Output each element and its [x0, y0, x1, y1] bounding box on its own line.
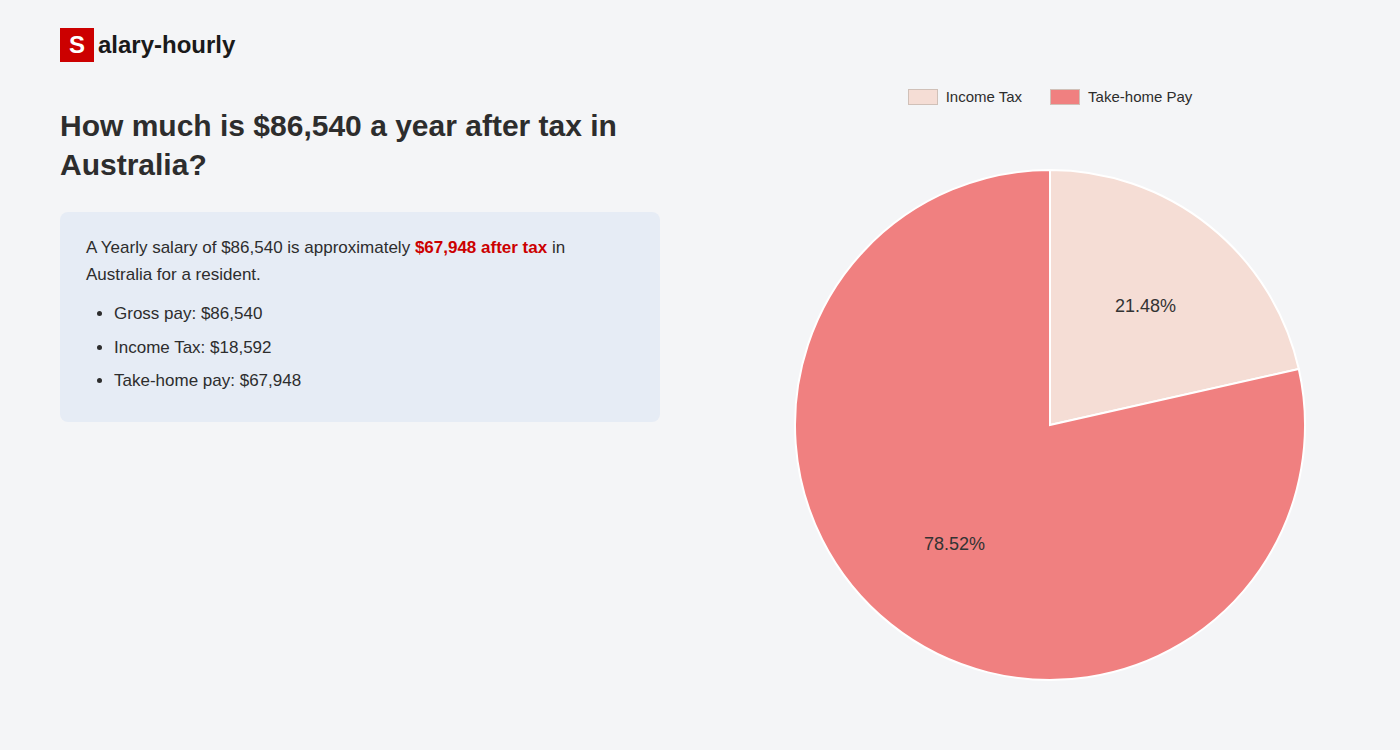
bullet: Income Tax: $18,592: [114, 334, 634, 361]
legend-label: Take-home Pay: [1088, 88, 1192, 105]
title: How much is $86,540 a year after tax in …: [60, 106, 660, 184]
legend-swatch: [908, 89, 938, 105]
legend-item: Take-home Pay: [1050, 88, 1192, 105]
slices: [795, 170, 1305, 680]
pie-chart: 21.48% 78.52%: [700, 0, 1400, 750]
bullet-list: Gross pay: $86,540 Income Tax: $18,592 Tak…: [86, 300, 634, 394]
logo-box: S: [60, 28, 94, 62]
bullet: Gross pay: $86,540: [114, 300, 634, 327]
data-label: 21.48%: [1115, 296, 1176, 316]
info-text-part: Australia for a resident.: [86, 265, 261, 284]
data-label: 78.52%: [924, 534, 985, 554]
info-box: A Yearly salary of $86,540 is approximat…: [60, 212, 660, 422]
info-text: A Yearly salary of $86,540 is approximat…: [86, 234, 634, 288]
logo-text: alary-hourly: [98, 31, 235, 59]
info-text-part: A Yearly salary of $86,540 is approximat…: [86, 238, 415, 257]
text-panel: Salary-hourly How much is $86,540 a year …: [60, 28, 660, 422]
legend-swatch: [1050, 89, 1080, 105]
legend-label: Income Tax: [946, 88, 1022, 105]
legend-item: Income Tax: [908, 88, 1022, 105]
legend: Income Tax Take-home Pay: [700, 88, 1400, 105]
info-text-part: in: [547, 238, 565, 257]
info-highlight: $67,948 after tax: [415, 238, 547, 257]
bullet: Take-home pay: $67,948: [114, 367, 634, 394]
logo: Salary-hourly: [60, 28, 660, 62]
pie-slice: [795, 170, 1305, 680]
slice-labels: 21.48% 78.52%: [924, 296, 1176, 555]
